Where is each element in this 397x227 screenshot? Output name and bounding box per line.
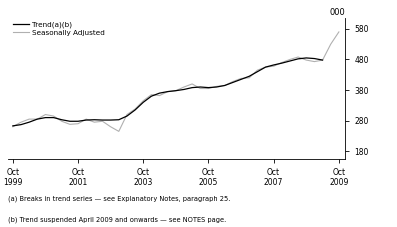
Text: (a) Breaks in trend series — see Explanatory Notes, paragraph 25.: (a) Breaks in trend series — see Explana…	[8, 196, 230, 202]
Text: (b) Trend suspended April 2009 and onwards — see NOTES page.: (b) Trend suspended April 2009 and onwar…	[8, 216, 226, 223]
Text: 000: 000	[330, 8, 345, 17]
Legend: Trend(a)(b), Seasonally Adjusted: Trend(a)(b), Seasonally Adjusted	[12, 20, 107, 37]
